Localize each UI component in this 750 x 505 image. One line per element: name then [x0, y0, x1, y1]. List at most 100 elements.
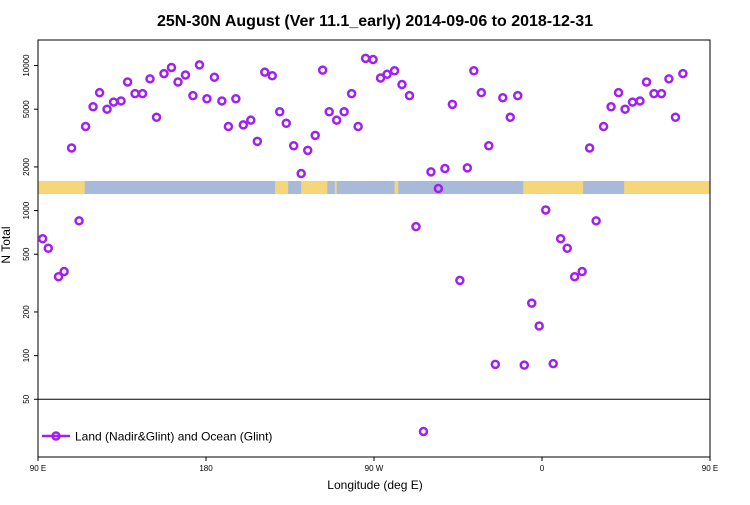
data-point [649, 88, 659, 99]
data-point [389, 66, 400, 76]
data-point [519, 360, 530, 370]
data-point [159, 68, 169, 79]
legend-label: Land (Nadir&Glint) and Ocean (Glint) [75, 430, 272, 444]
x-tick-label: 90 W [365, 464, 384, 473]
data-point [166, 62, 177, 73]
land-segment [301, 180, 328, 195]
chart-title: 25N-30N August (Ver 11.1_early) 2014-09-… [157, 13, 593, 30]
y-tick-label: 100 [22, 348, 31, 362]
data-point [404, 90, 415, 101]
data-point [606, 101, 616, 112]
data-point [94, 87, 105, 98]
data-point [302, 145, 313, 156]
data-point [188, 90, 198, 101]
y-tick-label: 10000 [22, 54, 31, 77]
data-point [584, 143, 595, 153]
data-point [246, 115, 256, 125]
data-point [108, 97, 119, 107]
data-point [324, 107, 334, 117]
data-point [130, 88, 140, 99]
data-point [180, 70, 191, 80]
data-point [102, 104, 112, 114]
land-segment [394, 180, 399, 195]
data-point [627, 97, 638, 107]
y-tick-label: 50 [22, 394, 31, 403]
data-point [360, 53, 371, 64]
data-point [426, 167, 436, 177]
data-point [151, 112, 162, 123]
data-point [145, 74, 155, 84]
data-point [346, 88, 357, 99]
data-point [296, 168, 306, 179]
data-point [664, 74, 674, 84]
land-ocean-mask-band [38, 180, 710, 195]
data-point [598, 121, 609, 132]
data-point [267, 71, 278, 81]
data-point [548, 358, 558, 369]
data-point [43, 243, 54, 253]
data-point [317, 65, 328, 75]
data-point [80, 121, 91, 132]
data-point [656, 88, 667, 99]
data-point [411, 221, 421, 232]
data-point [223, 121, 234, 132]
ocean-band [38, 180, 710, 195]
x-axis-label: Longitude (deg E) [327, 478, 422, 492]
legend: Land (Nadir&Glint) and Ocean (Glint) [42, 430, 272, 444]
data-point [498, 92, 508, 103]
data-point [116, 96, 126, 106]
data-point [505, 112, 516, 123]
data-point [88, 101, 98, 112]
y-axis-label: N Total [0, 226, 13, 263]
y-tick-label: 2000 [22, 157, 31, 175]
axes: 90 E 180 90 W 0 90 E 50 100 200 500 1000 2000 5000 1… [22, 39, 718, 473]
data-point [484, 140, 494, 151]
data-point [397, 79, 407, 90]
data-point [562, 243, 572, 253]
data-point [238, 120, 249, 130]
data-point [440, 163, 450, 174]
legend-marker [51, 431, 61, 441]
data-point [469, 66, 479, 76]
data-point [122, 77, 133, 87]
y-tick-label: 5000 [22, 100, 31, 118]
y-tick-label: 500 [22, 247, 31, 261]
data-point [252, 136, 263, 147]
data-point [209, 72, 220, 83]
data-point [173, 77, 183, 87]
data-point [339, 107, 349, 117]
data-point [74, 216, 84, 226]
data-point [217, 96, 227, 106]
data-point [66, 143, 77, 153]
data-point [310, 130, 320, 141]
data-point [353, 121, 363, 132]
y-tick-label: 1000 [22, 201, 31, 219]
data-point [534, 321, 544, 331]
data-point [59, 266, 69, 277]
data-point [641, 77, 652, 87]
data-point [418, 426, 429, 437]
data-point [555, 233, 566, 244]
land-segment [275, 180, 289, 195]
data-point [368, 54, 378, 65]
x-tick-label: 180 [199, 464, 213, 473]
data-point [569, 271, 580, 282]
data-point [137, 88, 148, 99]
data-point [540, 205, 551, 215]
land-segment [523, 180, 584, 195]
x-tick-label: 0 [540, 464, 545, 473]
data-point [512, 90, 523, 101]
data-point [620, 104, 630, 114]
data-point [202, 94, 212, 104]
x-tick-label: 90 E [30, 464, 46, 473]
data-point [447, 99, 458, 110]
data-point [331, 115, 342, 125]
data-point [433, 183, 444, 194]
data-point [678, 68, 688, 79]
data-point [53, 271, 64, 282]
data-point [476, 87, 487, 98]
data-point [194, 60, 205, 70]
data-point [288, 140, 299, 151]
data-point [490, 359, 501, 370]
